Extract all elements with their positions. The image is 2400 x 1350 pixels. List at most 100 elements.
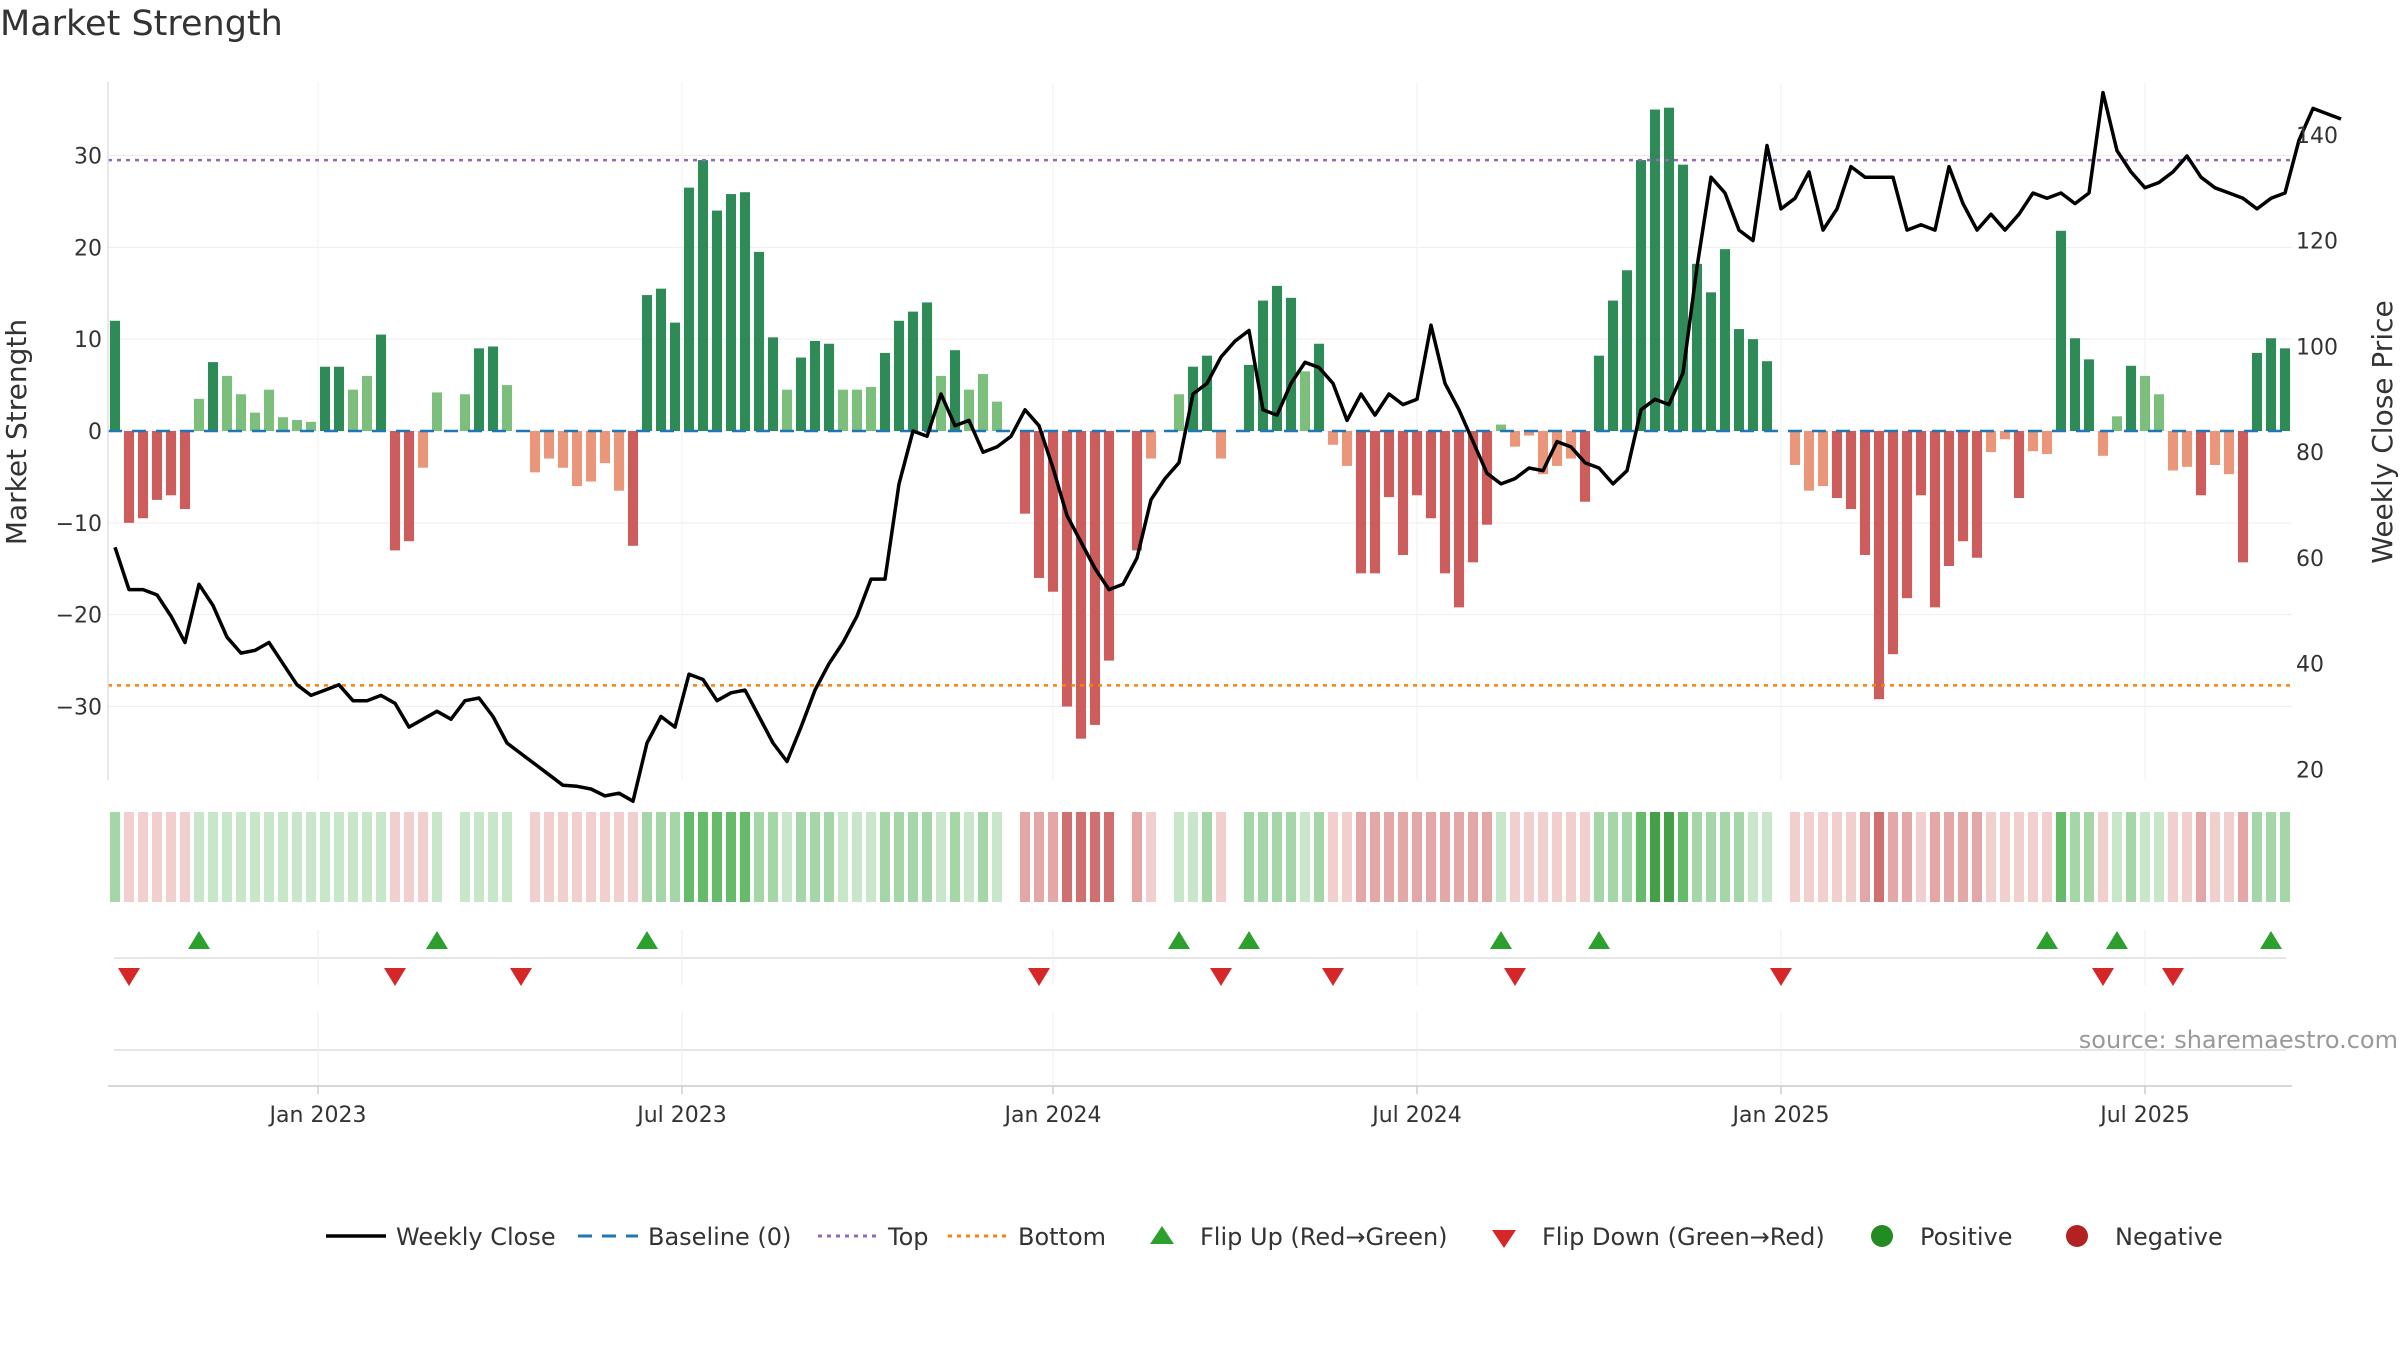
left-tick-label: 0 <box>88 420 102 445</box>
heat-cell <box>473 812 485 902</box>
heat-cell <box>1453 812 1465 902</box>
heat-cell <box>1383 812 1395 902</box>
strength-bar <box>1327 431 1339 445</box>
heat-cell <box>1397 812 1409 902</box>
strength-bar <box>991 401 1003 431</box>
strength-bar <box>1551 431 1563 466</box>
heat-cell <box>1971 812 1983 902</box>
strength-bar <box>1131 431 1143 551</box>
heat-cell <box>165 812 177 902</box>
weekly-close-layer <box>113 90 2342 803</box>
strength-bar <box>1285 297 1297 431</box>
flip-up-marker <box>2106 931 2128 949</box>
heat-cell <box>375 812 387 902</box>
flip-up-marker <box>2260 931 2282 949</box>
heat-cell <box>1047 812 1059 902</box>
right-tick-label: 60 <box>2296 547 2324 572</box>
heat-cell <box>1761 812 1773 902</box>
flip-down-marker <box>510 968 532 986</box>
heat-cell <box>1719 812 1731 902</box>
strength-bar <box>697 160 709 431</box>
heat-cell <box>1635 812 1647 902</box>
strength-bar <box>1789 431 1801 465</box>
heat-cell <box>2083 812 2095 902</box>
strength-bar <box>809 340 821 431</box>
heat-cell <box>1439 812 1451 902</box>
strength-bar <box>2027 431 2039 452</box>
strength-bar <box>1355 431 1367 574</box>
flip-up-marker <box>636 931 658 949</box>
heat-cell <box>585 812 597 902</box>
strength-bar <box>1915 431 1927 496</box>
strength-bar <box>2223 431 2235 475</box>
strength-bar <box>1173 394 1185 431</box>
heat-cell <box>1999 812 2011 902</box>
strength-bar <box>1593 355 1605 431</box>
strength-bar <box>1901 431 1913 599</box>
strength-bar <box>2041 431 2053 454</box>
heat-cell <box>2195 812 2207 902</box>
strength-bar <box>1859 431 1871 555</box>
flip-down-marker <box>384 968 406 986</box>
heat-cell <box>2111 812 2123 902</box>
heat-cell <box>1495 812 1507 902</box>
heat-cell <box>1957 812 1969 902</box>
strength-bar <box>921 302 933 431</box>
strength-bar <box>641 295 653 431</box>
heat-cell <box>991 812 1003 902</box>
strength-bar <box>907 311 919 431</box>
strength-bar <box>2279 348 2291 431</box>
flip-up-marker <box>1238 931 1260 949</box>
heat-cell <box>683 812 695 902</box>
flip-down-marker <box>1322 968 1344 986</box>
strength-bar <box>2097 431 2109 456</box>
strength-bar <box>2181 431 2193 467</box>
legend-item: Baseline (0) <box>578 1223 791 1251</box>
heat-cell <box>1313 812 1325 902</box>
heat-cell <box>557 812 569 902</box>
heat-cell <box>1859 812 1871 902</box>
strength-bar <box>1201 355 1213 431</box>
heat-cell <box>1789 812 1801 902</box>
flip-up-marker <box>188 931 210 949</box>
heat-cell <box>2167 812 2179 902</box>
strength-bar <box>151 431 163 500</box>
x-tick-label: Jan 2024 <box>1003 1103 1102 1128</box>
strength-bar <box>1369 431 1381 574</box>
flip-down-marker <box>1210 968 1232 986</box>
heat-cell <box>1887 812 1899 902</box>
heat-cell <box>935 812 947 902</box>
heat-cell <box>501 812 513 902</box>
strength-bar <box>263 389 275 431</box>
strength-bar <box>1971 431 1983 558</box>
strength-bar <box>2069 338 2081 431</box>
heat-cell <box>1579 812 1591 902</box>
heat-cell <box>669 812 681 902</box>
strength-bar <box>725 194 737 431</box>
heat-cell <box>837 812 849 902</box>
heat-cell <box>1565 812 1577 902</box>
legend-item: Weekly Close <box>326 1223 556 1251</box>
legend-label: Baseline (0) <box>648 1223 791 1251</box>
strength-bar <box>1621 270 1633 431</box>
x-tick-label: Jan 2023 <box>268 1103 367 1128</box>
heat-cell <box>1201 812 1213 902</box>
heat-cell <box>767 812 779 902</box>
heat-cell <box>1691 812 1703 902</box>
heat-cell <box>319 812 331 902</box>
flip-down-marker <box>2162 968 2184 986</box>
heat-cell <box>1649 812 1661 902</box>
flip-down-marker <box>1028 968 1050 986</box>
heat-cell <box>1257 812 1269 902</box>
heat-cell <box>949 812 961 902</box>
strength-bar <box>165 431 177 496</box>
strength-bar <box>1103 431 1115 661</box>
strength-bar <box>2237 431 2249 563</box>
strength-bar <box>1803 431 1815 491</box>
strength-bar <box>1047 431 1059 592</box>
heat-cell <box>249 812 261 902</box>
strength-bar <box>2265 338 2277 431</box>
strength-bar <box>1481 431 1493 525</box>
flip-down-marker <box>1770 968 1792 986</box>
heat-cell <box>1243 812 1255 902</box>
